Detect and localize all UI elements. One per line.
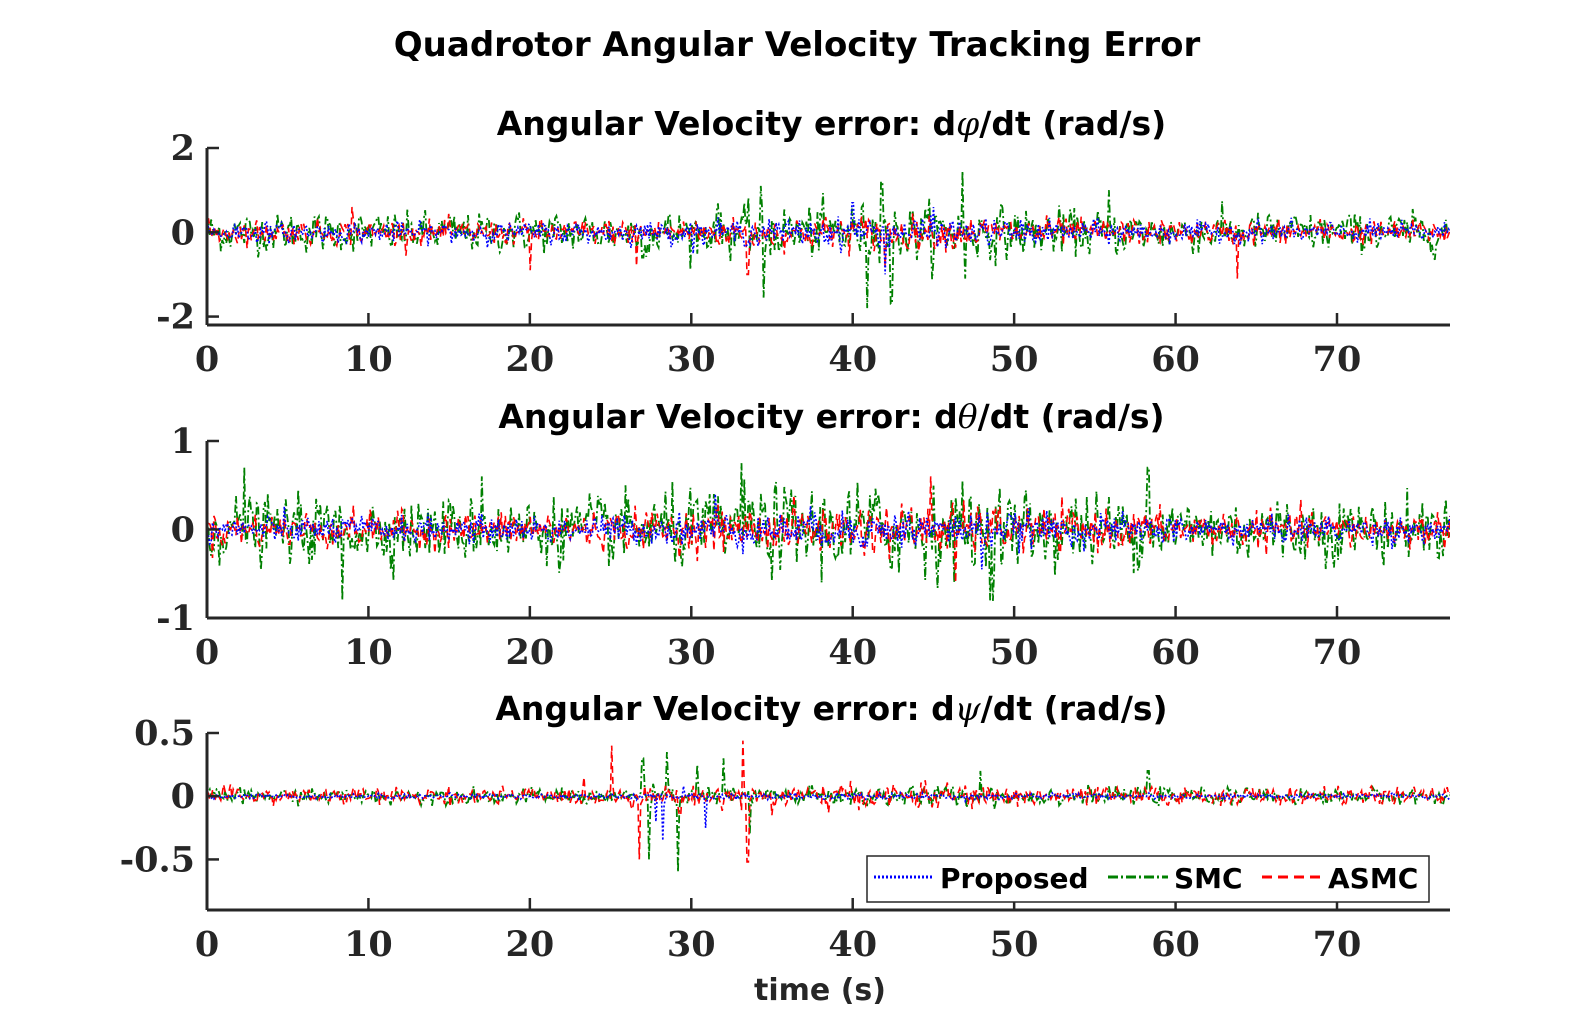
x-tick-label: 20 — [505, 339, 554, 380]
subplot-title-part: Angular Velocity error: d — [497, 104, 956, 143]
series-line-proposed — [207, 785, 1450, 841]
x-tick-label: 20 — [505, 632, 554, 673]
x-tick-label: 10 — [344, 924, 393, 965]
x-tick-label: 60 — [1151, 924, 1200, 965]
x-tick-label: 0 — [195, 924, 219, 965]
y-tick-label: 0 — [171, 212, 195, 253]
x-tick-label: 60 — [1151, 339, 1200, 380]
x-tick-label: 30 — [667, 339, 716, 380]
x-tick-label: 20 — [505, 924, 554, 965]
x-tick-label: 70 — [1313, 339, 1362, 380]
subplot-title: Angular Velocity error: dθ/dt (rad/s) — [498, 397, 1164, 436]
series-group — [207, 171, 1450, 309]
series-group — [207, 463, 1450, 601]
x-tick-label: 0 — [195, 632, 219, 673]
subplot-psi-rate: Angular Velocity error: dψ/dt (rad/s) 0 10… — [120, 689, 1450, 965]
y-tick-label: 0 — [171, 776, 195, 817]
legend-label-asmc: ASMC — [1328, 862, 1418, 895]
x-tick-label: 70 — [1313, 632, 1362, 673]
x-tick-label: 30 — [667, 924, 716, 965]
legend-label-smc: SMC — [1174, 862, 1243, 895]
series-line-proposed — [207, 494, 1450, 570]
x-tick-label: 50 — [990, 924, 1039, 965]
y-tick-label: 0 — [171, 510, 195, 551]
legend-label-proposed: Proposed — [940, 862, 1089, 895]
legend-box — [866, 855, 1430, 903]
subplot-title-part: Angular Velocity error: d — [498, 397, 957, 436]
y-tick-label: 2 — [171, 128, 195, 169]
x-tick-label: 30 — [667, 632, 716, 673]
x-tick-label: 40 — [828, 924, 877, 965]
figure-title: Quadrotor Angular Velocity Tracking Erro… — [394, 25, 1201, 65]
series-line-asmc — [207, 476, 1450, 583]
x-tick-label: 0 — [195, 339, 219, 380]
y-tick-label: -1 — [156, 598, 195, 639]
x-tick-label: 50 — [990, 339, 1039, 380]
subplot-theta-rate: Angular Velocity error: dθ/dt (rad/s)0 10… — [156, 397, 1450, 673]
x-tick-label: 70 — [1313, 924, 1362, 965]
series-line-asmc — [207, 206, 1450, 279]
series-line-smc — [207, 751, 1450, 873]
subplot-title-part: /dt (rad/s) — [981, 689, 1168, 728]
series-line-asmc — [207, 740, 1450, 863]
subplot-title-symbol: φ — [956, 104, 979, 143]
x-tick-label: 10 — [344, 632, 393, 673]
x-tick-label: 40 — [828, 339, 877, 380]
subplot-title-symbol: ψ — [955, 689, 982, 728]
series-line-proposed — [207, 202, 1450, 275]
x-tick-label: 10 — [344, 339, 393, 380]
x-tick-label: 40 — [828, 632, 877, 673]
series-group — [207, 740, 1450, 873]
series-line-smc — [207, 463, 1450, 601]
subplot-title-part: /dt (rad/s) — [979, 104, 1166, 143]
x-tick-label: 50 — [990, 632, 1039, 673]
subplot-title-part: Angular Velocity error: d — [495, 689, 954, 728]
y-tick-label: -0.5 — [120, 839, 195, 880]
subplot-title: Angular Velocity error: dψ/dt (rad/s) — [495, 689, 1167, 728]
legend: Proposed SMC ASMC — [866, 855, 1430, 903]
y-tick-label: -2 — [156, 297, 195, 338]
subplot-title: Angular Velocity error: dφ/dt (rad/s) — [497, 104, 1167, 143]
subplot-phi-rate: Angular Velocity error: dφ/dt (rad/s) 0 10… — [156, 104, 1450, 380]
y-tick-label: 1 — [171, 421, 195, 462]
y-tick-label: 0.5 — [134, 713, 195, 754]
x-tick-label: 60 — [1151, 632, 1200, 673]
subplot-title-part: /dt (rad/s) — [978, 397, 1165, 436]
x-axis-label: time (s) — [754, 973, 886, 1008]
subplot-title-symbol: θ — [958, 397, 978, 436]
